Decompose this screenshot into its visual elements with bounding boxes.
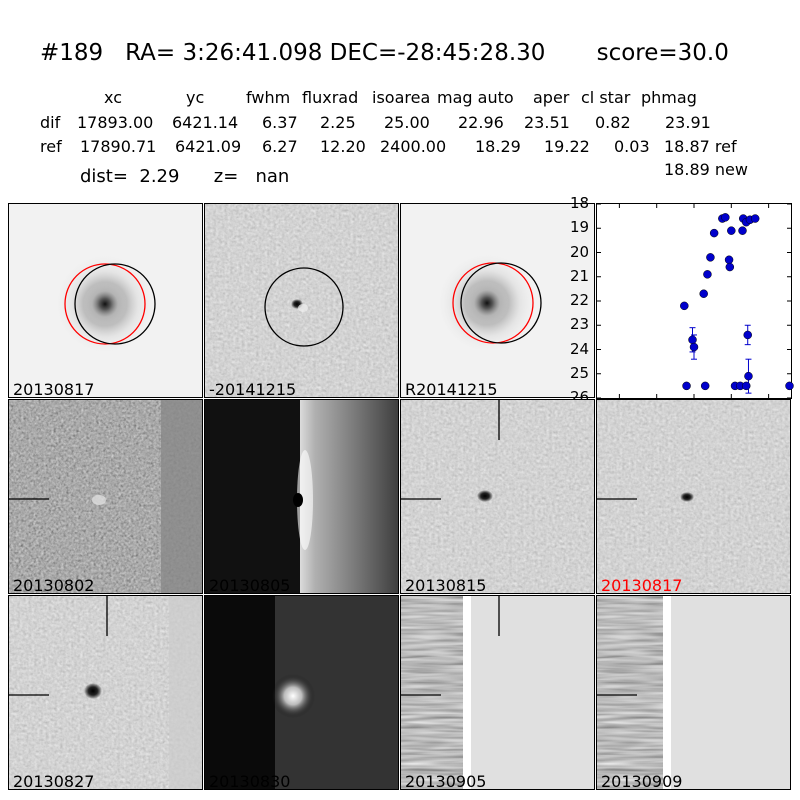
data-point (744, 371, 753, 381)
stamp-image (597, 596, 790, 789)
panel-label: -20141215 (209, 380, 297, 398)
dif-circle (264, 267, 344, 347)
col-header: cl star (581, 88, 631, 107)
data-point (738, 226, 747, 235)
col-header: isoarea (372, 88, 431, 107)
stamp-image (9, 400, 202, 593)
col-header: mag auto (437, 88, 514, 107)
image-panel: 20130802 (8, 399, 203, 594)
data-point (743, 330, 752, 340)
ref-circle (64, 263, 146, 345)
col-header: yc (186, 88, 205, 107)
image-panel: 20130830 (204, 595, 399, 790)
cell: 6.27 (262, 137, 298, 156)
col-header: xc (104, 88, 122, 107)
image-panel: 20130909 (596, 595, 791, 790)
stamp-image (9, 596, 202, 789)
y-tick-label: 18 (570, 194, 590, 212)
cell: 23.51 (524, 113, 570, 132)
data-point (680, 301, 689, 311)
cell: 2400.00 (380, 137, 447, 156)
data-point (709, 228, 719, 238)
cell: 0.03 (614, 137, 650, 156)
panel-label: 20130805 (209, 576, 291, 594)
y-tick-label: 20 (570, 242, 590, 261)
cell: 6421.09 (175, 137, 242, 156)
image-panel: 20130827 (8, 595, 203, 790)
chart-plot-area (597, 203, 794, 399)
data-point (725, 262, 735, 272)
col-header: fluxrad (302, 88, 359, 107)
data-point (741, 381, 751, 391)
image-panel: 20130817 (8, 203, 203, 398)
data-point (682, 381, 691, 391)
panel-label: 20130909 (601, 772, 683, 790)
dist-readout: dist= 2.29 z= nan (80, 166, 290, 187)
col-header: phmag (641, 88, 697, 107)
cell: 2.25 (320, 113, 356, 132)
row-name: dif (40, 113, 61, 132)
image-panel: 20130817 (596, 399, 791, 594)
stamp-image (205, 596, 398, 789)
dif-circle (460, 262, 542, 344)
panel-label: R20141215 (405, 380, 498, 398)
cell: 18.87 ref (664, 137, 737, 156)
stamp-image (9, 204, 202, 397)
cell: 0.82 (595, 113, 631, 132)
data-point (700, 381, 710, 391)
panel-label: 20130815 (405, 576, 487, 594)
y-tick-label: 23 (570, 315, 590, 334)
data-point (689, 342, 699, 352)
stamp-image (401, 400, 594, 593)
light-curve-chart (596, 203, 794, 399)
stamp-image (401, 596, 594, 789)
image-panel: R20141215 (400, 203, 595, 398)
page-title: #189 RA= 3:26:41.098 DEC=-28:45:28.30 sc… (40, 40, 729, 66)
cell: 17893.00 (77, 113, 154, 132)
image-panel: 20130905 (400, 595, 595, 790)
image-panel: -20141215 (204, 203, 399, 398)
y-tick-label: 24 (570, 339, 590, 358)
panel-label: 20130827 (13, 772, 95, 790)
cell: 18.29 (475, 137, 521, 156)
row-name: ref (40, 137, 62, 156)
cell: 6.37 (262, 113, 298, 132)
image-panel: 20130815 (400, 399, 595, 594)
data-point (724, 255, 734, 265)
cell: 17890.71 (80, 137, 157, 156)
panel-label: 20130802 (13, 576, 95, 594)
cell: 22.96 (458, 113, 504, 132)
panel-label: 20130817 (601, 576, 683, 594)
y-tick-label: 21 (570, 266, 590, 285)
y-tick-label: 22 (570, 291, 590, 309)
dif-circle (74, 263, 156, 345)
data-point (721, 213, 730, 222)
image-panel: 20130805 (204, 399, 399, 594)
ref-circle (452, 262, 534, 344)
y-tick-label: 19 (570, 218, 590, 237)
data-point (703, 270, 712, 279)
cell: 25.00 (384, 113, 430, 132)
col-header: fwhm (246, 88, 291, 107)
data-point (750, 214, 760, 223)
col-header: aper (533, 88, 570, 107)
stamp-image (205, 400, 398, 593)
stamp-image (205, 204, 398, 397)
data-point (727, 226, 736, 235)
data-point (785, 381, 794, 391)
data-point (688, 335, 697, 345)
stamp-image (401, 204, 594, 397)
cell: 12.20 (320, 137, 366, 156)
panel-label: 20130817 (13, 380, 95, 398)
cell: 6421.14 (172, 113, 239, 132)
y-tick-label: 25 (570, 363, 590, 382)
stamp-image (597, 400, 790, 593)
new-phmag: 18.89 new (664, 160, 748, 179)
cell: 19.22 (544, 137, 590, 156)
cell: 23.91 (665, 113, 711, 132)
data-point (706, 253, 715, 262)
data-point (699, 289, 708, 298)
panel-label: 20130830 (209, 772, 291, 790)
panel-label: 20130905 (405, 772, 487, 790)
